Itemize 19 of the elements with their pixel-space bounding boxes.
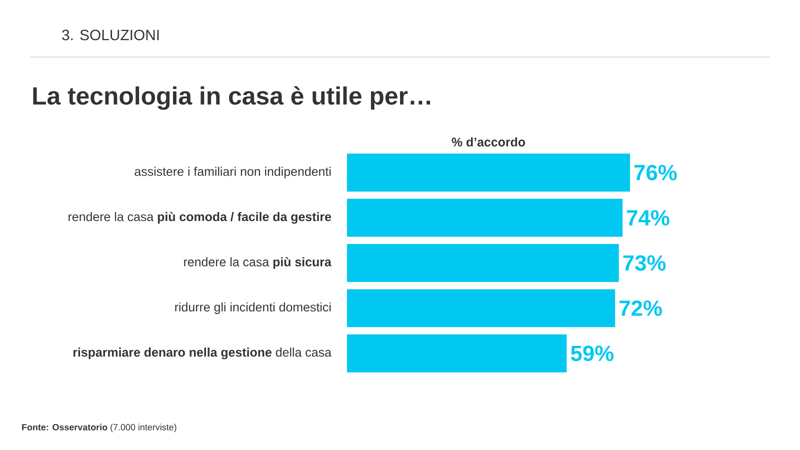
bar <box>347 334 567 372</box>
y-tick-label: rendere la casa più sicura <box>184 257 332 269</box>
data-label: 59% <box>570 346 614 362</box>
data-label: 72% <box>620 300 662 316</box>
bar <box>347 154 630 192</box>
y-tick-label: ridurre gli incidenti domestici <box>175 302 331 314</box>
data-label: 76% <box>634 164 677 180</box>
bar <box>347 244 619 282</box>
y-tick-label: risparmiare denaro nella gestione della casa <box>73 348 332 360</box>
text: 3. SOLUZIONI <box>62 30 159 40</box>
y-tick-label: assistere i familiari non indipendenti <box>134 166 331 178</box>
bar <box>347 198 623 237</box>
x-axis-title: % d’accordo <box>452 137 526 146</box>
chart-title: La tecnologia in casa è utile per… <box>33 86 430 110</box>
bar <box>347 289 616 328</box>
data-label: 74% <box>627 210 670 226</box>
data-label: 73% <box>623 255 666 271</box>
y-tick-label: rendere la casa più comoda / facile da gestire <box>68 212 332 224</box>
text: Fonte: Osservatorio (7.000 interviste) <box>22 424 176 432</box>
